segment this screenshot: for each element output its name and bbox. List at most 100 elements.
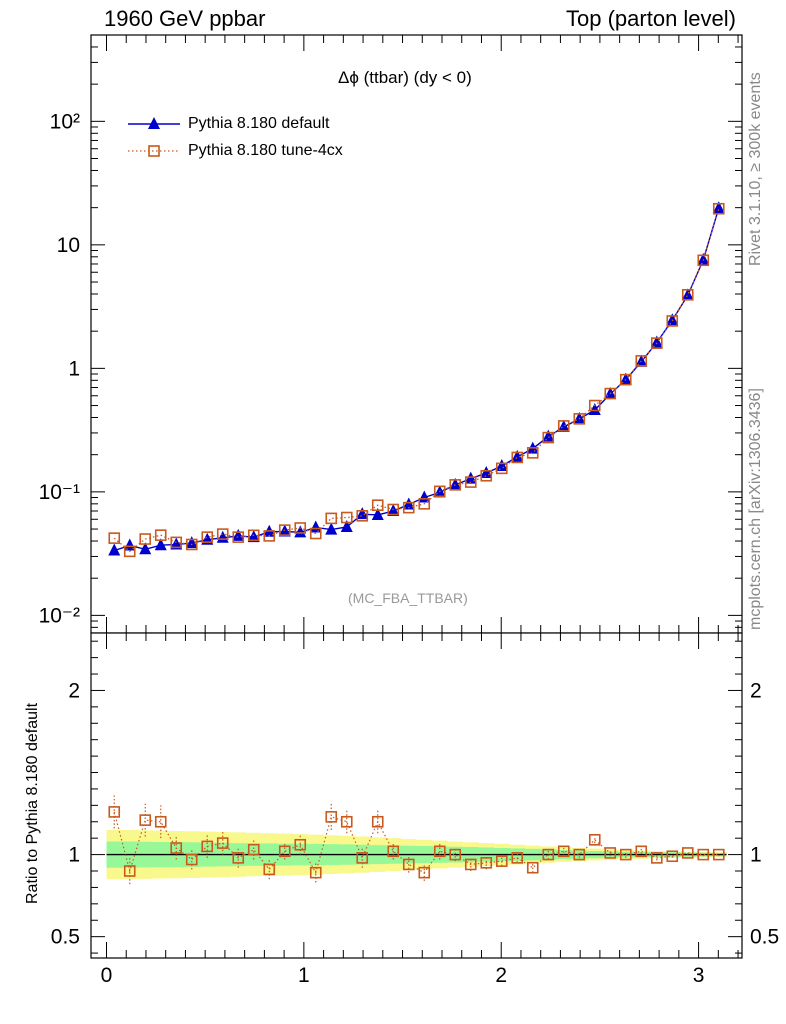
marker-tune: [557, 420, 570, 432]
ratio-marker-tune: [433, 845, 446, 858]
ratio-y-tick-label-left: 1: [68, 844, 80, 867]
ratio-marker-tune: [185, 853, 198, 866]
marker-tune: [185, 538, 198, 551]
marker-tune: [588, 399, 601, 412]
legend-marks: [128, 117, 180, 157]
marker-default: [666, 313, 679, 326]
marker-tune: [650, 337, 663, 349]
header-right: Top (parton level): [566, 6, 736, 31]
ratio-panel: 0.5 0.5 1 1 2 2 0 1 2 3: [51, 632, 779, 987]
marker-tune: [123, 545, 136, 558]
marker-default: [402, 497, 415, 510]
ratio-frame: [90, 632, 743, 959]
ratio-ylabel: Ratio to Pythia 8.180 default: [24, 702, 41, 904]
marker-default: [340, 519, 353, 532]
marker-default: [557, 420, 570, 433]
ratio-marker-tune: [604, 847, 617, 859]
ratio-marker-tune: [201, 840, 214, 853]
ratio-marker-tune: [278, 845, 291, 858]
marker-tune: [340, 511, 353, 524]
ratio-marker-tune: [325, 811, 338, 823]
marker-tune: [495, 462, 508, 475]
marker-tune: [201, 531, 214, 543]
ratio-marker-tune: [464, 858, 477, 871]
ratio-marker-tune: [449, 848, 462, 861]
marker-default: [247, 530, 260, 543]
ratio-marker-tune: [294, 838, 307, 851]
marker-tune: [139, 533, 152, 545]
main-frame: [90, 34, 743, 634]
marker-default: [511, 449, 524, 462]
ratio-marker-tune: [216, 837, 229, 849]
legend-label-tune: Pythia 8.180 tune-4cx: [188, 142, 343, 159]
x-tick-label: 3: [693, 964, 705, 987]
marker-tune: [170, 536, 183, 549]
ratio-marker-tune: [650, 852, 663, 864]
y-tick-label: 1: [68, 357, 80, 380]
marker-tune: [402, 501, 415, 514]
marker-tune: [511, 451, 524, 464]
marker-tune: [108, 532, 121, 544]
marker-default: [495, 458, 508, 471]
marker-tune: [464, 476, 477, 488]
marker-tune: [232, 531, 245, 543]
plot-title: Δϕ (ttbar) (dy < 0): [338, 68, 472, 87]
ratio-y-tick-label-right: 0.5: [750, 926, 779, 949]
ratio-marker-tune: [123, 865, 136, 877]
marker-tune: [263, 530, 276, 542]
marker-default: [154, 538, 167, 551]
marker-tune: [542, 431, 555, 444]
y-tick-label: 10: [57, 234, 80, 257]
marker-tune: [247, 529, 260, 542]
marker-default: [650, 335, 663, 348]
marker-tune: [480, 469, 493, 482]
ratio-marker-tune: [247, 843, 260, 856]
ratio-y-tick-label-right: 1: [750, 844, 762, 867]
series-tune-line: [113, 208, 720, 553]
ratio-marker-tune: [495, 855, 508, 867]
side-label-mcplots: mcplots.cern.ch [arXiv:1306.3436]: [747, 388, 764, 630]
marker-tune: [573, 413, 586, 425]
marker-default: [185, 536, 198, 549]
marker-tune: [154, 529, 167, 541]
ratio-marker-tune: [356, 852, 369, 864]
ratio-marker-tune: [511, 852, 524, 864]
ratio-marker-tune: [557, 845, 570, 858]
marker-default: [697, 252, 710, 265]
header-left: 1960 GeV ppbar: [104, 6, 266, 31]
marker-tune: [418, 498, 431, 510]
y-tick-label: 10⁻¹: [39, 481, 80, 504]
ratio-marker-tune: [542, 848, 555, 861]
ratio-marker-tune: [232, 852, 245, 864]
marker-default: [542, 429, 555, 442]
plot-tag: (MC_FBA_TTBAR): [348, 590, 468, 606]
marker-tune: [697, 254, 710, 267]
ratio-marker-tune: [340, 815, 353, 828]
x-tick-label: 0: [101, 964, 113, 987]
ratio-marker-tune: [480, 856, 493, 869]
ratio-y-tick-label-left: 2: [68, 679, 80, 702]
marker-default: [170, 537, 183, 550]
marker-tune: [681, 289, 694, 301]
y-tick-label: 10⁻²: [39, 604, 80, 627]
marker-tune: [635, 355, 648, 367]
marker-default: [309, 520, 322, 533]
ratio-marker-tune: [619, 848, 632, 861]
y-tick-label: 10²: [50, 110, 80, 133]
ratio-marker-tune: [108, 806, 121, 818]
ratio-marker-tune: [371, 815, 384, 828]
ratio-marker-tune: [666, 850, 679, 863]
ratio-marker-tune: [588, 834, 601, 846]
ratio-marker-tune: [170, 842, 183, 854]
ratio-marker-tune: [309, 866, 322, 879]
marker-default: [325, 522, 338, 535]
marker-tune: [712, 202, 725, 215]
marker-tune: [433, 485, 446, 498]
x-tick-label: 1: [298, 964, 310, 987]
ratio-marker-tune: [402, 858, 415, 871]
series-default-line: [114, 208, 720, 552]
marker-tune: [604, 387, 617, 400]
ratio-marker-tune: [681, 847, 694, 859]
legend-label-default: Pythia 8.180 default: [188, 115, 330, 132]
